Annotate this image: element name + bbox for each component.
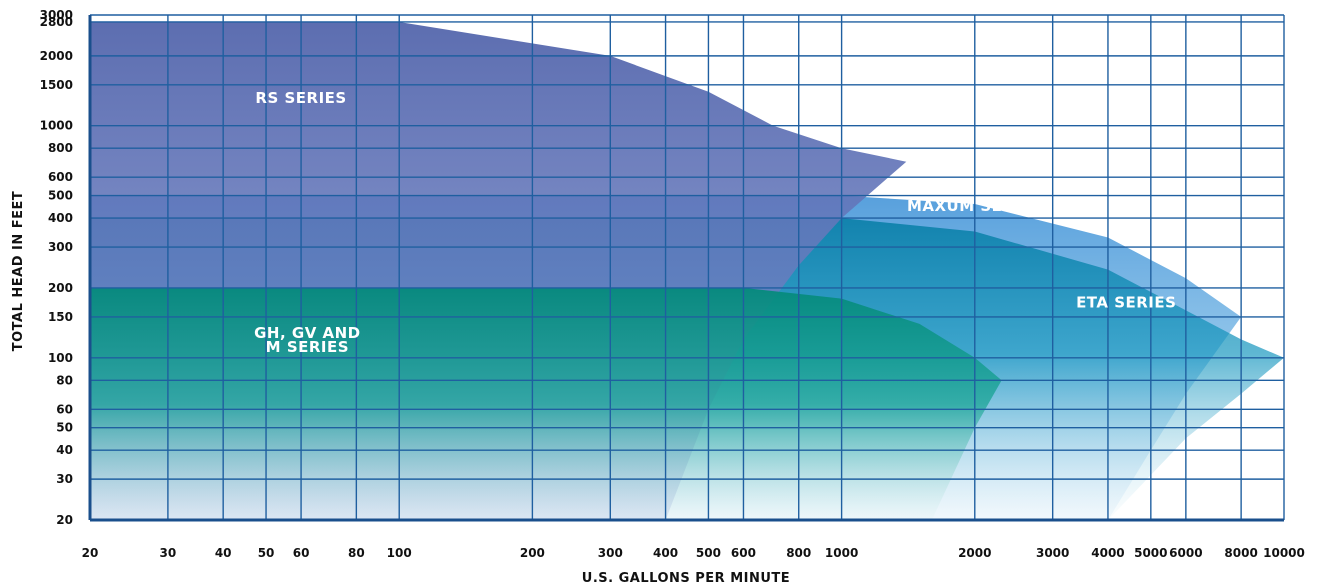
y-tick-label: 150 (48, 310, 73, 324)
x-tick-label: 60 (293, 546, 310, 560)
x-tick-label: 2000 (958, 546, 991, 560)
y-tick-label: 20 (56, 513, 73, 527)
x-tick-label: 50 (258, 546, 275, 560)
y-tick-label: 500 (48, 189, 73, 203)
x-axis-title: U.S. GALLONS PER MINUTE (582, 571, 790, 586)
y-tick-label: 100 (48, 351, 73, 365)
x-tick-label: 30 (160, 546, 177, 560)
region-label: RS SERIES (255, 89, 346, 107)
x-tick-label: 600 (731, 546, 756, 560)
y-tick-label: 30 (56, 472, 73, 486)
region-gh-gv-m-series (90, 287, 1002, 520)
region-label: ETA SERIES (1076, 293, 1176, 311)
axes (88, 15, 1284, 522)
x-tick-label: 80 (348, 546, 365, 560)
region-labels: RS SERIES MAXUM SERIES ETA SERIES GH, GV AN… (254, 89, 1176, 356)
region-label: MAXUM SERIES (907, 197, 1043, 215)
y-tick-label: 50 (56, 421, 73, 435)
y-tick-label: 800 (48, 141, 73, 155)
x-tick-label: 1000 (825, 546, 858, 560)
y-tick-label: 1000 (40, 119, 73, 133)
x-tick-label: 3000 (1036, 546, 1069, 560)
y-tick-label: 400 (48, 211, 73, 225)
y-tick-label: 40 (56, 443, 73, 457)
region-label: M SERIES (266, 338, 349, 356)
x-tick-label: 40 (215, 546, 232, 560)
y-tick-label: 1500 (40, 78, 73, 92)
y-tick-label: 2800 (40, 15, 73, 29)
grid-lines (89, 14, 1285, 521)
x-tick-label: 300 (598, 546, 623, 560)
x-tick-label: 10000 (1263, 546, 1305, 560)
x-tick-label: 800 (786, 546, 811, 560)
y-axis-title: TOTAL HEAD IN FEET (11, 191, 26, 352)
x-tick-label: 400 (653, 546, 678, 560)
x-tick-label: 200 (520, 546, 545, 560)
region-label: GH, GV AND (254, 324, 361, 342)
y-tick-label: 60 (56, 402, 73, 416)
x-tick-label: 20 (82, 546, 99, 560)
x-tick-label: 4000 (1091, 546, 1124, 560)
y-tick-label: 300 (48, 240, 73, 254)
y-tick-label: 2000 (40, 49, 73, 63)
x-tick-label: 100 (387, 546, 412, 560)
x-tick-label: 6000 (1169, 546, 1202, 560)
x-tick-labels: 20 30 40 50 60 80 100 200 300 400 500 600 800 1000 200… (82, 546, 1305, 560)
y-tick-label: 200 (48, 281, 73, 295)
x-tick-label: 8000 (1224, 546, 1257, 560)
series-regions (90, 22, 1284, 520)
y-tick-label: 600 (48, 170, 73, 184)
x-tick-label: 5000 (1134, 546, 1167, 560)
y-tick-label: 80 (56, 373, 73, 387)
x-tick-label: 500 (696, 546, 721, 560)
y-tick-label: 3000 (40, 8, 73, 22)
